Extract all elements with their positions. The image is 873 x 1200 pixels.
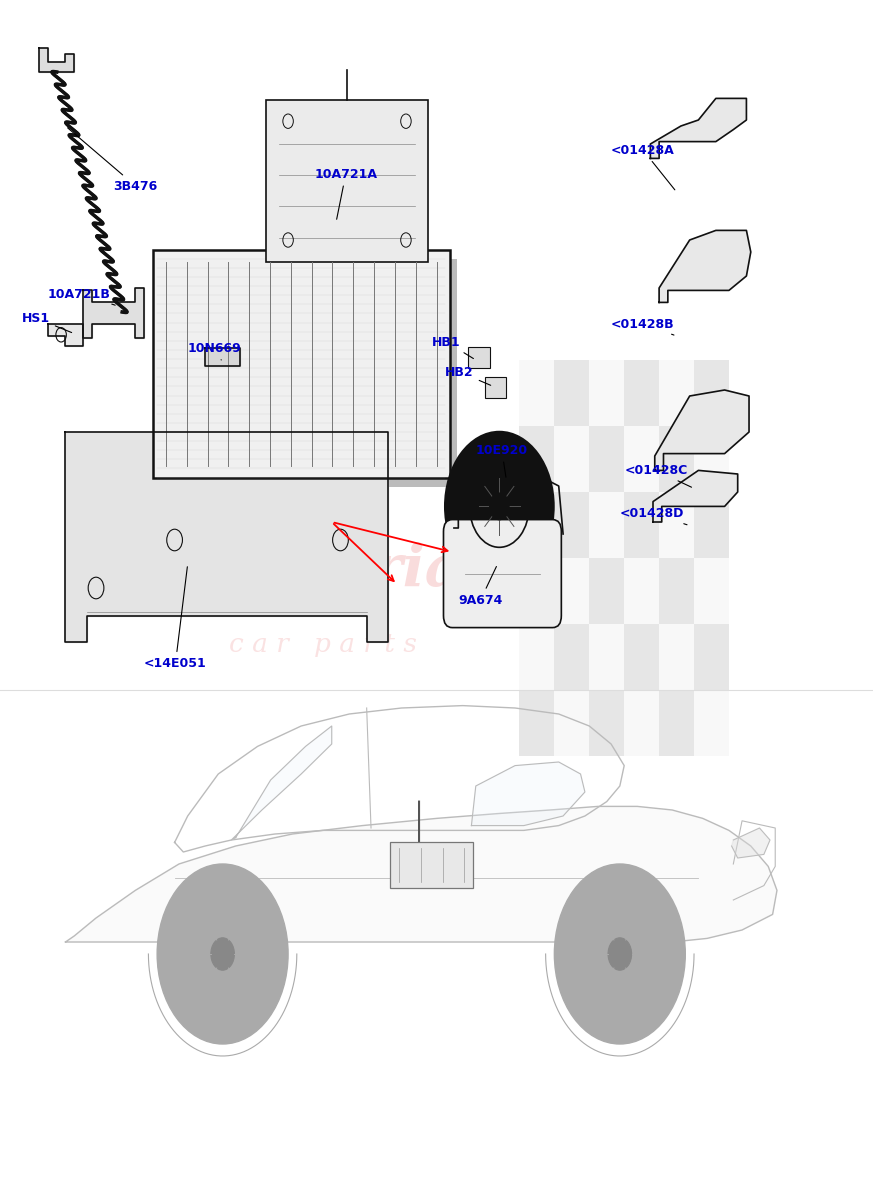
Bar [554,690,589,756]
Circle shape [445,432,553,581]
Bar [694,690,729,756]
Polygon shape [48,324,83,346]
Bar [624,690,659,756]
Text: 10N669: 10N669 [188,342,242,360]
Circle shape [608,938,631,970]
FancyBboxPatch shape [443,520,561,628]
Text: <14E051: <14E051 [144,566,207,670]
Bar [589,492,624,558]
Bar [694,360,729,426]
Bar [519,558,554,624]
Bar [554,426,589,492]
Polygon shape [231,726,332,840]
FancyBboxPatch shape [153,250,450,478]
Polygon shape [83,288,144,338]
Polygon shape [655,390,749,470]
Text: 3B476: 3B476 [67,128,158,192]
Bar [624,492,659,558]
Text: <01428A: <01428A [611,144,675,190]
Bar [659,624,694,690]
Bar [554,624,589,690]
FancyBboxPatch shape [160,259,457,487]
Circle shape [157,864,288,1044]
Text: HS1: HS1 [22,312,72,332]
Circle shape [490,493,509,520]
Bar [624,426,659,492]
Text: HB1: HB1 [432,336,473,359]
Bar [589,690,624,756]
Bar [694,426,729,492]
Text: <01428D: <01428D [620,508,687,524]
Polygon shape [471,762,585,826]
Bar [589,624,624,690]
Bar [624,558,659,624]
Bar [554,360,589,426]
FancyBboxPatch shape [468,347,490,368]
Circle shape [577,895,663,1013]
Text: HB2: HB2 [445,366,491,385]
Bar [659,558,694,624]
Bar [694,558,729,624]
Text: 10E920: 10E920 [476,444,528,478]
Polygon shape [732,828,770,858]
Polygon shape [65,432,388,642]
Polygon shape [39,48,74,72]
Circle shape [180,895,265,1013]
Bar [659,492,694,558]
Text: <01428B: <01428B [611,318,675,335]
Bar [519,492,554,558]
Bar [519,690,554,756]
Bar [554,492,589,558]
Bar [554,558,589,624]
Text: 10A721B: 10A721B [48,288,115,305]
Bar [659,360,694,426]
Circle shape [554,864,685,1044]
Polygon shape [205,348,240,366]
Bar [694,492,729,558]
Bar [519,360,554,426]
Text: c a r   p a r t s: c a r p a r t s [229,632,417,656]
Text: scuderia: scuderia [183,541,463,599]
Circle shape [211,938,234,970]
Bar [519,624,554,690]
Polygon shape [653,470,738,522]
Bar [624,624,659,690]
Bar [519,426,554,492]
Bar [659,426,694,492]
Text: 9A674: 9A674 [458,566,503,606]
Bar [589,360,624,426]
Polygon shape [65,806,777,942]
FancyBboxPatch shape [390,842,473,888]
Polygon shape [650,98,746,158]
FancyBboxPatch shape [485,377,506,398]
FancyBboxPatch shape [266,100,428,262]
Bar [694,624,729,690]
Text: 10A721A: 10A721A [314,168,377,220]
Bar [589,426,624,492]
Polygon shape [659,230,751,302]
Bar [624,360,659,426]
Text: <01428C: <01428C [624,464,691,487]
Bar [659,690,694,756]
Bar [589,558,624,624]
